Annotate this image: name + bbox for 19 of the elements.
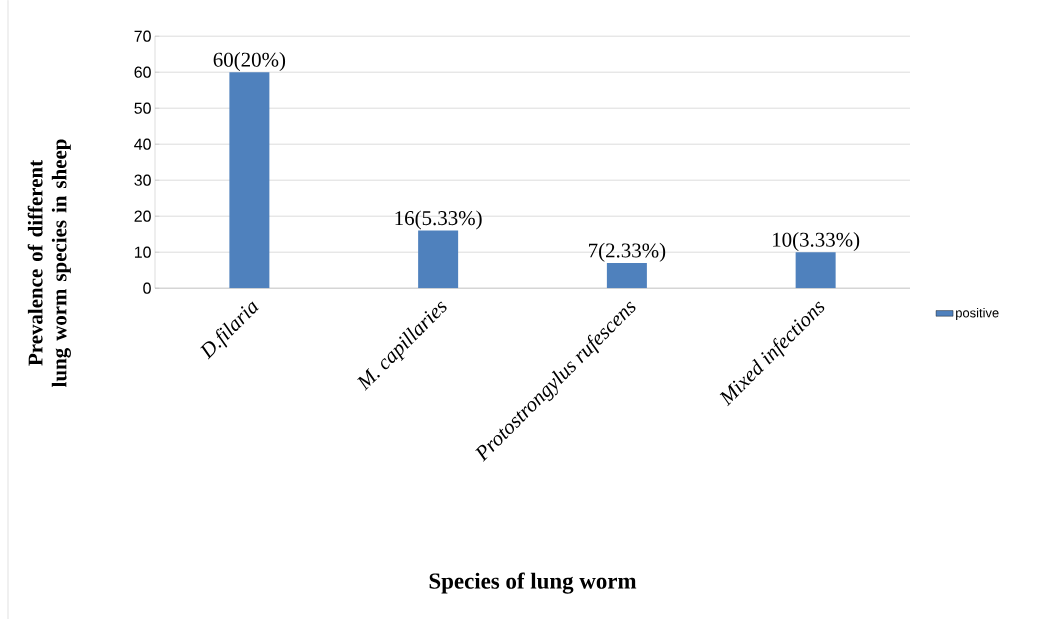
y-tick-label: 10 [134,246,151,258]
y-axis-title: Prevalence of different lung worm species in sheep [27,139,71,387]
y-tick-label: 60 [134,66,151,78]
y-tick-label: 20 [134,210,151,222]
bar [418,230,459,288]
data-label: 7(2.33%) [589,242,666,262]
y-tick-label: 50 [134,102,151,114]
y-tick-label: 0 [143,282,151,294]
bar [229,72,270,288]
x-axis-title: Species of lung worm [429,572,637,594]
data-label: 10(3.33%) [773,231,860,251]
bar [606,262,647,288]
bar [795,252,836,288]
data-label: 16(5.33%) [395,210,482,230]
y-tick-label: 40 [134,138,151,150]
data-label: 60(20%) [213,51,286,71]
y-tick-label: 70 [134,30,151,42]
legend-label: positive [956,307,999,320]
y-tick-label: 30 [134,174,151,186]
